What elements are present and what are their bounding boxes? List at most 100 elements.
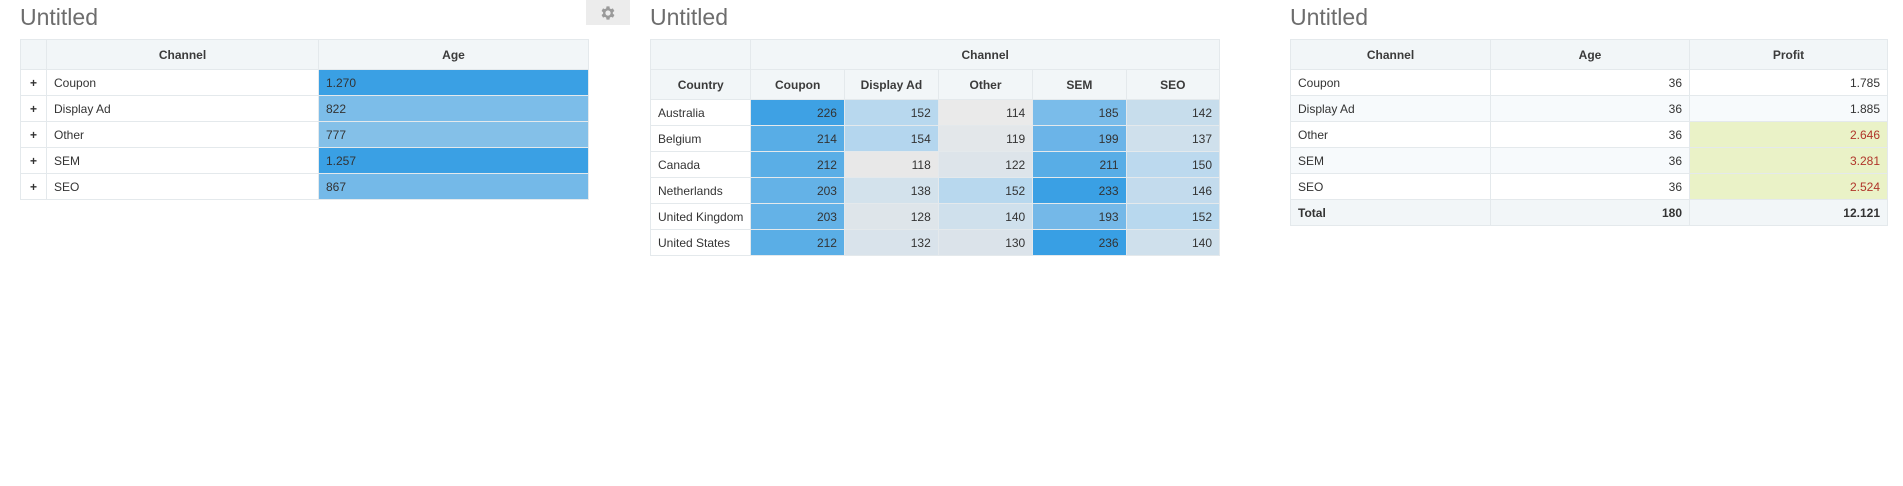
table-header-row: Channel Age Profit	[1290, 39, 1888, 70]
table-header-row: Country Coupon Display Ad Other SEM SEO	[649, 69, 1221, 100]
row-label-channel: SEM	[46, 147, 319, 174]
table-row: + SEM 1.257	[20, 147, 589, 174]
heatmap-cell: 185	[1032, 99, 1127, 126]
widget-country-channel: Untitled Channel Country Coupon Display Ad…	[649, 0, 1221, 280]
expand-row-button[interactable]: +	[20, 69, 47, 96]
column-header-display-ad[interactable]: Display Ad	[843, 69, 939, 100]
heatmap-cell: 122	[937, 151, 1034, 178]
column-header-sem[interactable]: SEM	[1032, 69, 1127, 100]
heatmap-cell: 142	[1125, 99, 1221, 126]
row-label-channel: SEO	[1290, 173, 1491, 200]
widget-title: Untitled	[20, 4, 98, 30]
widget-title: Untitled	[650, 4, 728, 30]
table-row: Other 36 2.646	[1290, 121, 1888, 148]
row-label-channel: SEO	[46, 173, 319, 200]
age-value-cell: 36	[1490, 147, 1690, 174]
table-header-group-row: Channel	[649, 39, 1220, 70]
profit-value-cell: 3.281	[1689, 147, 1888, 174]
heatmap-cell: 193	[1032, 203, 1127, 230]
row-label-country: Canada	[649, 151, 752, 178]
row-label-country: Australia	[649, 99, 752, 126]
column-header-seo[interactable]: SEO	[1125, 69, 1221, 100]
expand-row-button[interactable]: +	[20, 173, 47, 200]
expander-header	[20, 39, 47, 70]
column-header-other[interactable]: Other	[937, 69, 1034, 100]
heatmap-cell: 203	[750, 203, 845, 230]
heatmap-cell: 226	[750, 99, 845, 126]
heatmap-cell: 211	[1032, 151, 1127, 178]
widget-channel-age-profit: Untitled Channel Age Profit Coupon 36 1.78…	[1290, 0, 1890, 260]
total-profit-cell: 12.121	[1689, 199, 1888, 226]
country-channel-table: Channel Country Coupon Display Ad Other SEM S…	[649, 39, 1221, 256]
age-value-cell: 1.270	[318, 69, 589, 96]
age-value-cell: 36	[1490, 95, 1690, 122]
column-header-coupon[interactable]: Coupon	[750, 69, 845, 100]
row-header-country[interactable]: Country	[649, 69, 752, 100]
heatmap-cell: 130	[937, 229, 1034, 256]
table-row: + Other 777	[20, 121, 589, 148]
row-label-channel: Other	[46, 121, 319, 148]
row-label-channel: Coupon	[46, 69, 319, 96]
gear-icon	[601, 5, 615, 20]
column-header-channel[interactable]: Channel	[46, 39, 319, 70]
heatmap-cell: 152	[1125, 203, 1221, 230]
profit-value-cell: 1.785	[1689, 69, 1888, 96]
row-label-country: United Kingdom	[649, 203, 752, 230]
table-row: Coupon 36 1.785	[1290, 69, 1888, 96]
age-value-cell: 867	[318, 173, 589, 200]
heatmap-cell: 233	[1032, 177, 1127, 204]
heatmap-cell: 212	[750, 151, 845, 178]
table-row: Display Ad 36 1.885	[1290, 95, 1888, 122]
table-row: + SEO 867	[20, 173, 589, 200]
age-value-cell: 36	[1490, 121, 1690, 148]
column-header-age[interactable]: Age	[1490, 39, 1690, 70]
row-label-channel: Other	[1290, 121, 1491, 148]
column-header-profit[interactable]: Profit	[1689, 39, 1888, 70]
age-value-cell: 1.257	[318, 147, 589, 174]
channel-age-table: Channel Age + Coupon 1.270 + Display Ad 822 + O…	[20, 39, 589, 200]
table-row: United States 212 132 130 236 140	[649, 229, 1221, 256]
row-label-channel: SEM	[1290, 147, 1491, 174]
row-label-country: Belgium	[649, 125, 752, 152]
expand-row-button[interactable]: +	[20, 95, 47, 122]
row-label-channel: Display Ad	[1290, 95, 1491, 122]
table-row: + Coupon 1.270	[20, 69, 589, 96]
heatmap-cell: 152	[937, 177, 1034, 204]
table-row: Netherlands 203 138 152 233 146	[649, 177, 1221, 204]
total-age-cell: 180	[1490, 199, 1690, 226]
heatmap-cell: 114	[937, 99, 1034, 126]
age-value-cell: 36	[1490, 173, 1690, 200]
table-row: + Display Ad 822	[20, 95, 589, 122]
table-row: Belgium 214 154 119 199 137	[649, 125, 1221, 152]
heatmap-cell: 132	[843, 229, 939, 256]
heatmap-cell: 118	[843, 151, 939, 178]
table-row: SEM 36 3.281	[1290, 147, 1888, 174]
expand-row-button[interactable]: +	[20, 147, 47, 174]
heatmap-cell: 212	[750, 229, 845, 256]
table-row: Australia 226 152 114 185 142	[649, 99, 1221, 126]
heatmap-cell: 199	[1032, 125, 1127, 152]
heatmap-cell: 203	[750, 177, 845, 204]
total-label: Total	[1290, 199, 1491, 226]
heatmap-cell: 128	[843, 203, 939, 230]
heatmap-cell: 146	[1125, 177, 1221, 204]
column-header-age[interactable]: Age	[318, 39, 589, 70]
heatmap-cell: 138	[843, 177, 939, 204]
widget-channel-age: Untitled Channel Age + Coupon 1.270 + Displa…	[20, 0, 630, 220]
settings-button[interactable]	[586, 0, 630, 25]
profit-value-cell: 2.524	[1689, 173, 1888, 200]
row-label-channel: Coupon	[1290, 69, 1491, 96]
row-label-country: Netherlands	[649, 177, 752, 204]
heatmap-cell: 140	[1125, 229, 1221, 256]
heatmap-cell: 137	[1125, 125, 1221, 152]
total-row: Total 180 12.121	[1290, 199, 1888, 226]
column-header-channel[interactable]: Channel	[1290, 39, 1491, 70]
heatmap-cell: 140	[937, 203, 1034, 230]
table-header-row: Channel Age	[20, 39, 589, 70]
widget-title: Untitled	[1290, 4, 1368, 30]
heatmap-cell: 150	[1125, 151, 1221, 178]
heatmap-cell: 236	[1032, 229, 1127, 256]
expand-row-button[interactable]: +	[20, 121, 47, 148]
column-group-header-channel[interactable]: Channel	[750, 39, 1220, 70]
heatmap-cell: 152	[843, 99, 939, 126]
